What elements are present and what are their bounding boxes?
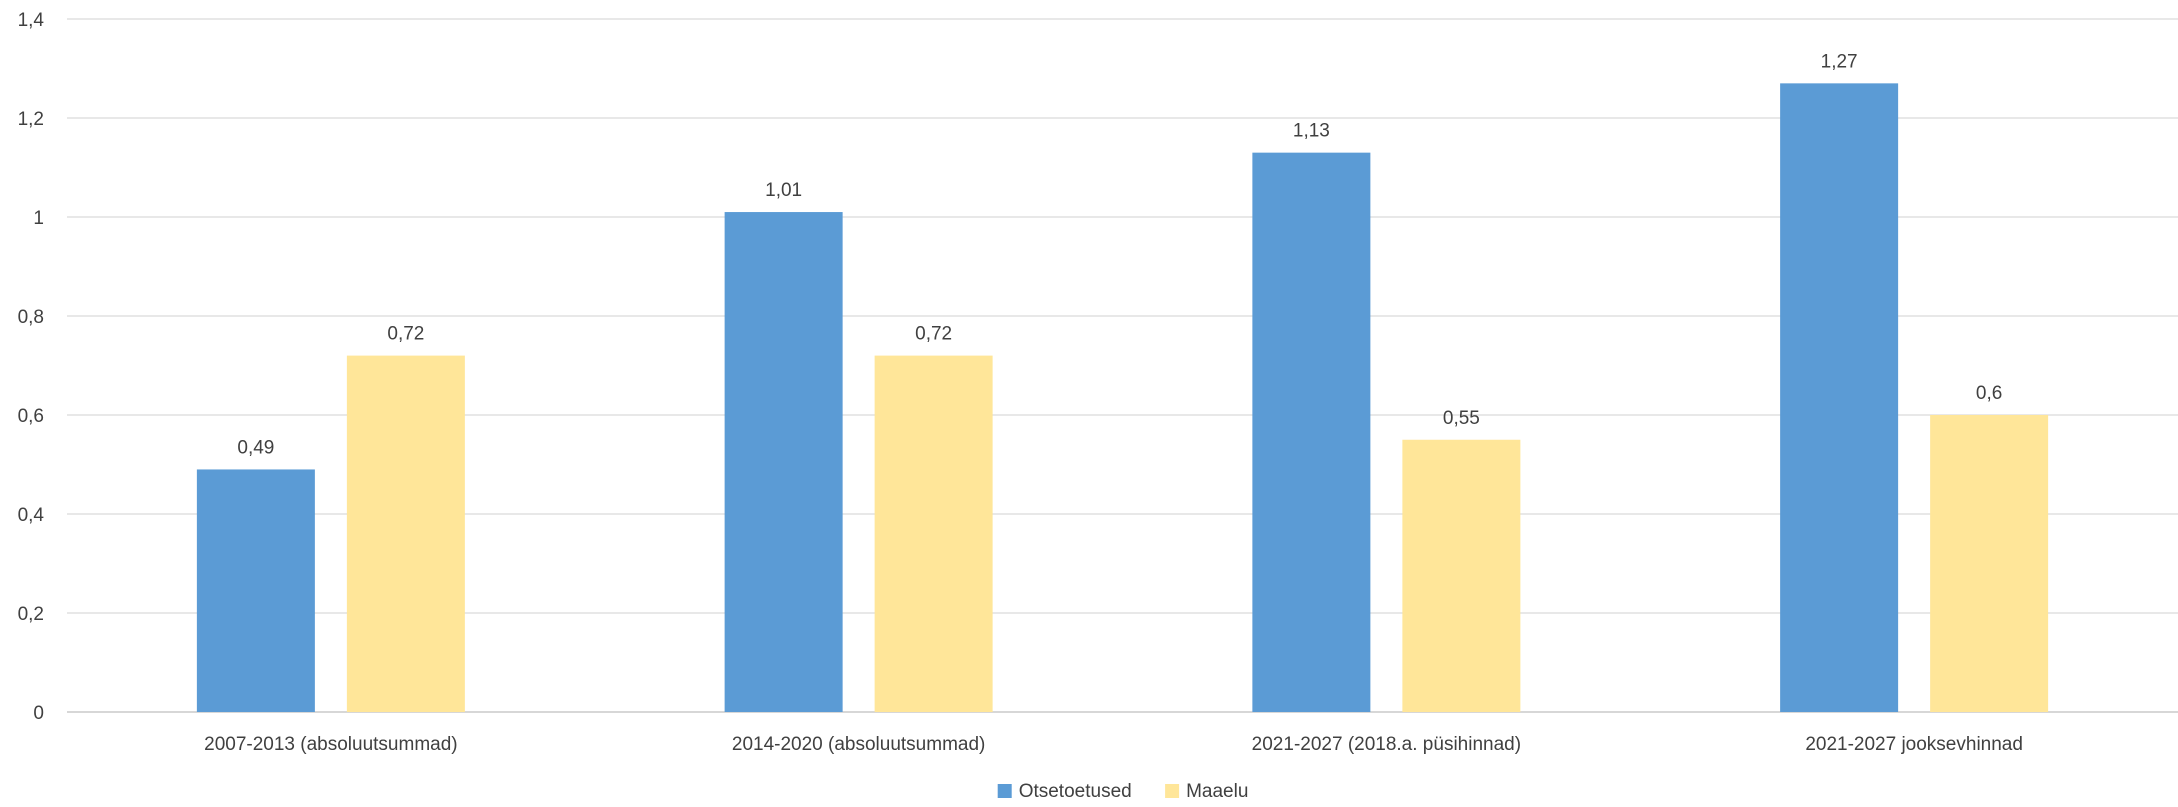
y-axis-ticks: 0 0,2 0,4 0,6 0,8 1 1,2 1,4: [18, 10, 45, 724]
bar-maaelu: [346, 355, 465, 712]
x-category-label: 2014-2020 (absoluutsummad): [732, 734, 986, 755]
y-tick-label: 1,4: [18, 10, 45, 31]
y-tick-label: 0,8: [18, 307, 44, 328]
bar-otsetoetused: [724, 212, 843, 713]
x-category-label: 2007-2013 (absoluutsummad): [204, 734, 458, 755]
y-tick-label: 0: [33, 703, 44, 724]
data-label: 0,55: [1443, 408, 1480, 429]
y-tick-label: 1: [33, 208, 44, 229]
y-tick-label: 1,2: [18, 109, 44, 130]
data-label: 0,72: [387, 324, 424, 345]
legend-swatch-maaelu: [1165, 784, 1180, 798]
legend-label: Otsetoetused: [1019, 781, 1132, 802]
data-labels: 0,49 0,72 1,01 0,72 1,13 0,55 1,27 0,6: [237, 51, 2002, 458]
data-label: 0,49: [237, 437, 274, 458]
y-tick-label: 0,6: [18, 406, 44, 427]
bar-maaelu: [1402, 439, 1521, 712]
data-label: 0,72: [915, 324, 952, 345]
data-label: 1,13: [1293, 121, 1330, 142]
data-label: 1,27: [1821, 51, 1858, 72]
bar-otsetoetused: [196, 469, 315, 712]
legend-swatch-otsetoetused: [997, 784, 1012, 798]
data-label: 1,01: [765, 180, 802, 201]
bars: [196, 83, 2049, 713]
legend-label: Maaelu: [1186, 781, 1248, 802]
x-category-label: 2021-2027 jooksevhinnad: [1805, 734, 2023, 755]
data-label: 0,6: [1976, 383, 2002, 404]
x-axis-category-labels: 2007-2013 (absoluutsummad) 2014-2020 (abs…: [204, 734, 2023, 755]
bar-maaelu: [874, 355, 993, 712]
y-tick-label: 0,4: [18, 505, 45, 526]
y-tick-label: 0,2: [18, 604, 44, 625]
bar-maaelu: [1930, 415, 2049, 712]
x-category-label: 2021-2027 (2018.a. püsihinnad): [1252, 734, 1521, 755]
bar-otsetoetused: [1780, 83, 1899, 713]
bar-otsetoetused: [1252, 152, 1371, 712]
legend: Otsetoetused Maaelu: [997, 781, 1248, 802]
